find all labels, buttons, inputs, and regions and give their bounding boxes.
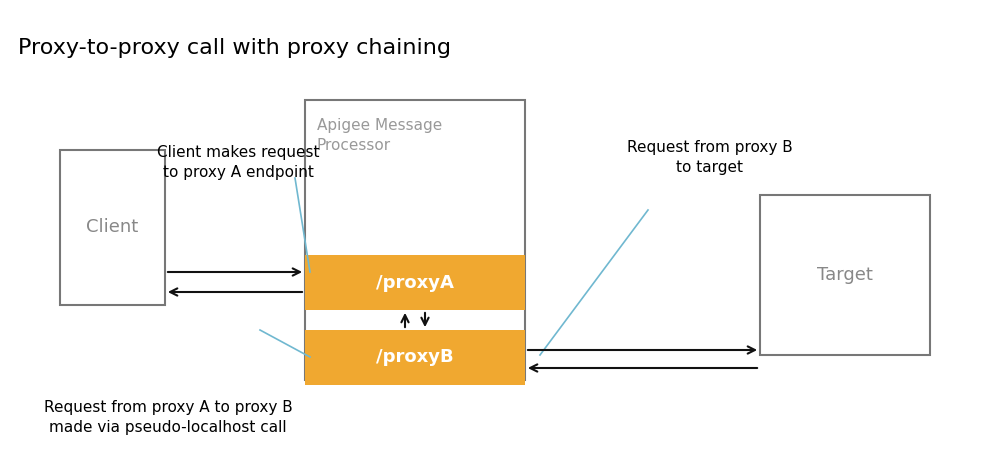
Text: Request from proxy A to proxy B
made via pseudo-localhost call: Request from proxy A to proxy B made via…: [43, 400, 293, 435]
Text: Client: Client: [87, 219, 139, 236]
Text: Client makes request
to proxy A endpoint: Client makes request to proxy A endpoint: [157, 145, 319, 180]
Text: /proxyB: /proxyB: [376, 349, 454, 366]
Text: /proxyA: /proxyA: [376, 273, 454, 292]
Bar: [60, 150, 165, 305]
Text: Apigee Message
Processor: Apigee Message Processor: [317, 118, 442, 153]
Bar: [760, 195, 930, 355]
Text: Target: Target: [818, 266, 873, 284]
Bar: [305, 100, 525, 380]
Bar: [305, 330, 525, 385]
Text: Proxy-to-proxy call with proxy chaining: Proxy-to-proxy call with proxy chaining: [18, 38, 451, 58]
Text: Request from proxy B
to target: Request from proxy B to target: [627, 140, 793, 175]
Bar: [305, 255, 525, 310]
